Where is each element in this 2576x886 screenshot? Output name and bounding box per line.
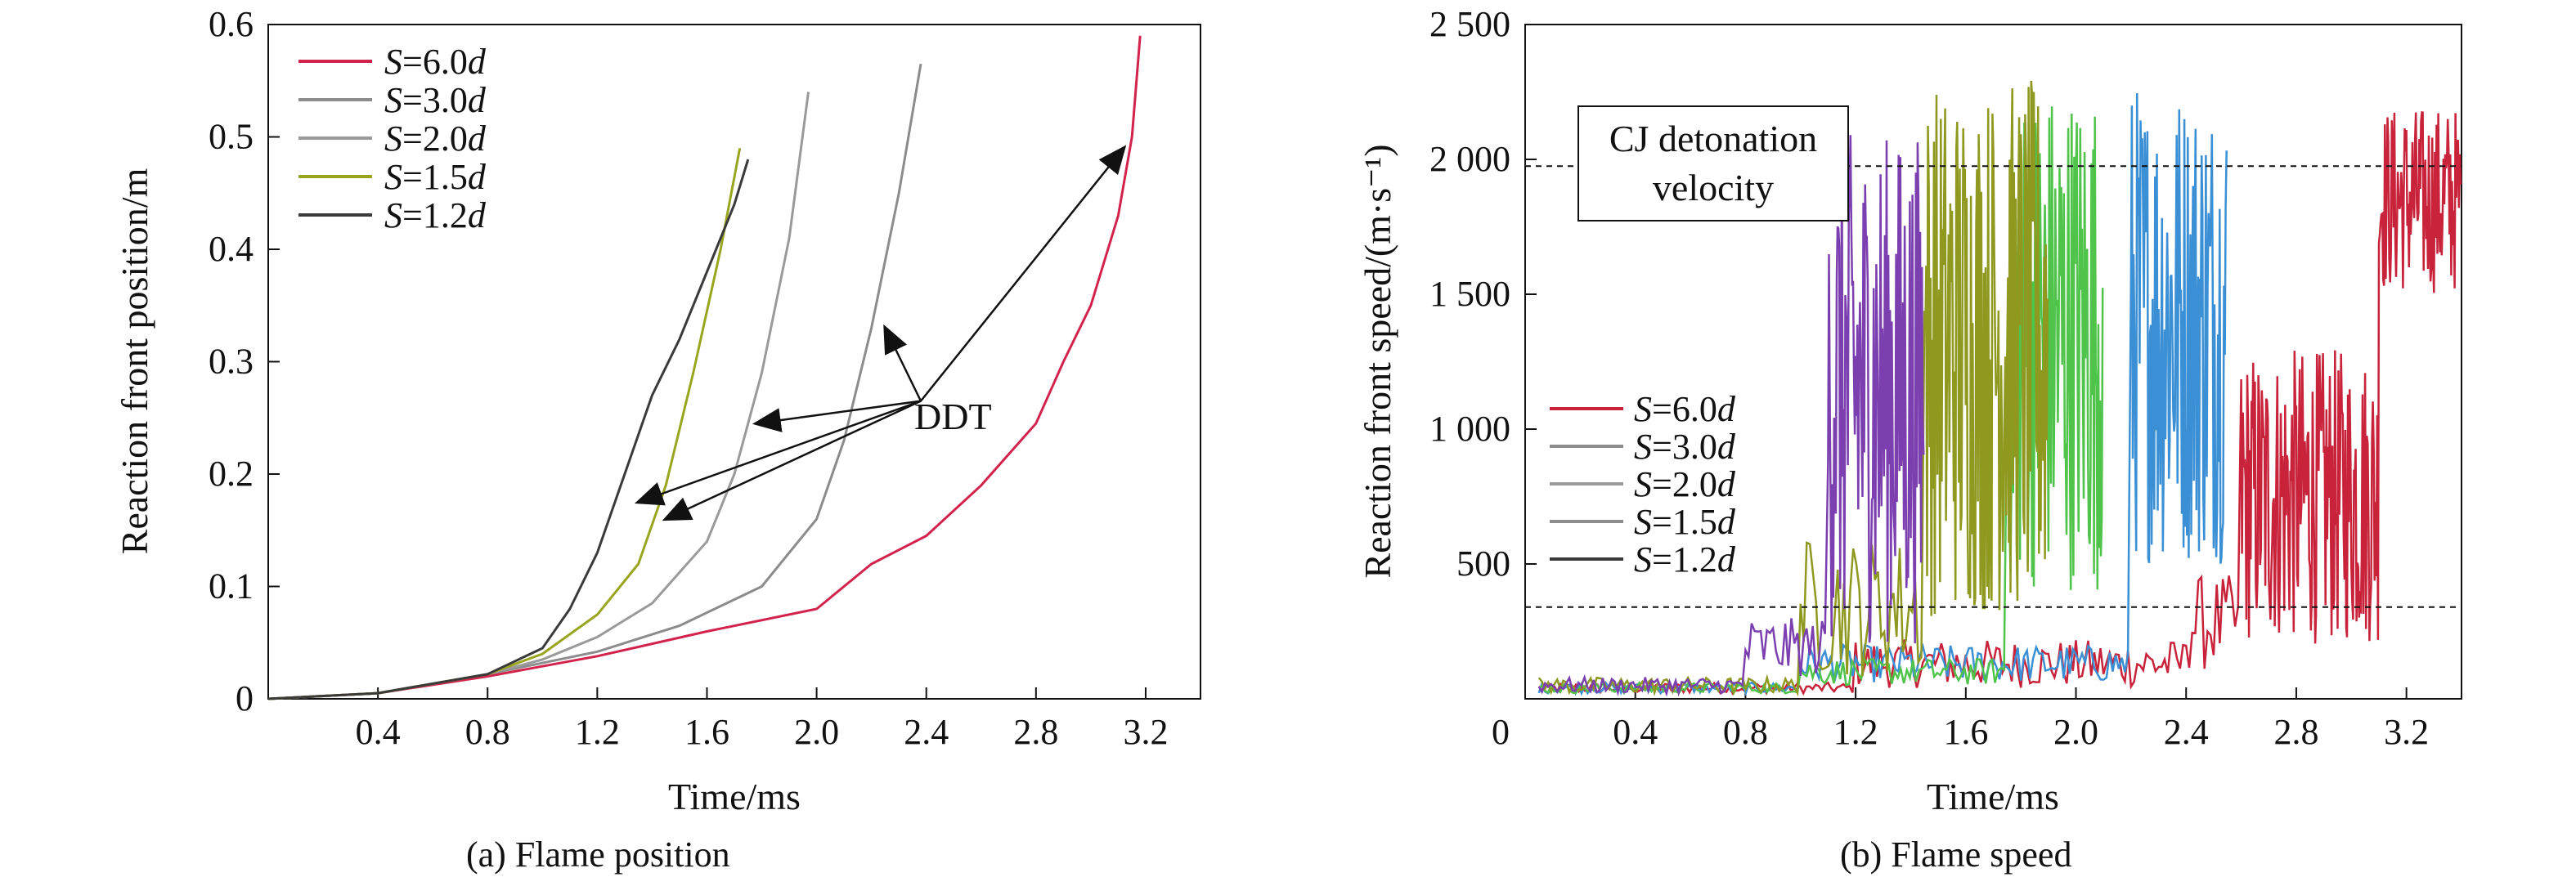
y-tick-label-b: 1 500: [1429, 274, 1510, 314]
ddt-arrows: [634, 145, 1127, 521]
ddt-arrow: [752, 400, 922, 432]
x-tick-label-b: 1.6: [1943, 712, 1988, 752]
legend-b: S=6.0dS=3.0dS=2.0dS=1.5dS=1.2d: [1550, 389, 1736, 579]
x-tick-label-a: 2.8: [1013, 712, 1058, 752]
x-tick-label-a: 3.2: [1123, 712, 1168, 752]
x-tick-label-a: 1.2: [575, 712, 620, 752]
x-tick-label-b: 2.8: [2273, 712, 2318, 752]
x-tick-label-a: 2.0: [794, 712, 839, 752]
x-tick-label-b: 0.8: [1723, 712, 1768, 752]
series-line-a-4: [267, 159, 750, 700]
legend-label-a: S=2.0d: [384, 119, 487, 159]
ddt-arrow: [662, 400, 922, 521]
legend-label-b: S=3.0d: [1634, 427, 1736, 467]
ticks-a: 0.4 0.8 1.2 1.6 2.0 2.4 2.8 3.2 0 0.1 0.2 0.3 0.4 0.5…: [209, 4, 1168, 752]
series-group-a: [267, 35, 1142, 700]
x-axis-label-a: Time/ms: [668, 776, 801, 817]
y-tick-label-a: 0.3: [209, 342, 254, 382]
y-tick-label-a: 0.2: [209, 454, 254, 494]
x-tick-label-b: 3.2: [2384, 712, 2429, 752]
ddt-arrow: [634, 400, 922, 506]
reference-lines: [1525, 165, 2462, 608]
legend-a: S=6.0dS=3.0dS=2.0dS=1.5dS=1.2d: [298, 42, 487, 235]
caption-a: (a) Flame position: [466, 835, 730, 875]
x-tick-label-b: 2.0: [2053, 712, 2098, 752]
y-tick-label-a: 0: [236, 678, 254, 718]
cj-annotation-box: CJ detonation velocity: [1577, 105, 1849, 222]
x-tick-label-a: 0.4: [356, 712, 401, 752]
caption-b: (b) Flame speed: [1840, 835, 2071, 875]
ddt-arrow: [920, 145, 1127, 402]
ticks-b: 0 0.4 0.8 1.2 1.6 2.0 2.4 2.8 3.2 500 1 000 1 500 2 …: [1429, 4, 2429, 752]
y-tick-label-a: 0.1: [209, 566, 254, 606]
series-line-b-3: [1537, 80, 2049, 697]
x-tick-label-b: 1.2: [1833, 712, 1878, 752]
x-axis-label-b: Time/ms: [1927, 776, 2059, 817]
series-line-a-2: [267, 92, 810, 700]
legend-label-b: S=2.0d: [1634, 464, 1736, 504]
ddt-annotation: DDT: [914, 396, 992, 437]
y-tick-label-a: 0.6: [209, 4, 254, 44]
series-line-a-0: [267, 35, 1142, 700]
y-tick-label-a: 0.5: [209, 117, 254, 157]
panel-b: 0 0.4 0.8 1.2 1.6 2.0 2.4 2.8 3.2 500 1 000 1 500 2 …: [1357, 4, 2462, 875]
y-tick-label-b: 2 500: [1429, 4, 1510, 44]
series-group-b: [1537, 80, 2462, 697]
panel-a: 0.4 0.8 1.2 1.6 2.0 2.4 2.8 3.2 0 0.1 0.2 0.3 0.4 0.5…: [114, 4, 1201, 875]
series-line-a-3: [267, 148, 742, 700]
y-axis-label-a: Reaction front position/m: [114, 168, 155, 554]
y-axis-label-b: Reaction front speed/(m·s⁻¹): [1357, 144, 1398, 578]
x-tick-label-b: 0.4: [1613, 712, 1658, 752]
x-tick-label-b: 2.4: [2164, 712, 2209, 752]
cj-label-line1: CJ detonation: [1609, 118, 1817, 159]
y-tick-label-a: 0.4: [209, 229, 254, 269]
cj-label-line2: velocity: [1653, 167, 1774, 208]
legend-label-b: S=1.2d: [1634, 539, 1736, 579]
legend-label-b: S=6.0d: [1634, 389, 1736, 429]
cj-box-frame: [1577, 105, 1849, 222]
series-line-b-0: [1537, 111, 2462, 696]
plot-frame-b: [1524, 24, 2462, 700]
x-tick-label-b: 0: [1492, 712, 1510, 752]
legend-label-a: S=1.5d: [384, 157, 487, 197]
y-tick-label-b: 2 000: [1429, 139, 1510, 179]
x-tick-label-a: 0.8: [465, 712, 510, 752]
series-line-b-4: [1537, 135, 1925, 697]
x-tick-label-a: 2.4: [904, 712, 949, 752]
y-tick-label-b: 1 000: [1429, 409, 1510, 449]
y-tick-label-b: 500: [1456, 544, 1510, 584]
legend-label-b: S=1.5d: [1634, 502, 1736, 542]
legend-label-a: S=3.0d: [384, 80, 487, 120]
x-tick-label-a: 1.6: [684, 712, 729, 752]
legend-label-a: S=1.2d: [384, 195, 487, 235]
legend-label-a: S=6.0d: [384, 42, 487, 82]
ddt-arrow: [883, 324, 922, 402]
